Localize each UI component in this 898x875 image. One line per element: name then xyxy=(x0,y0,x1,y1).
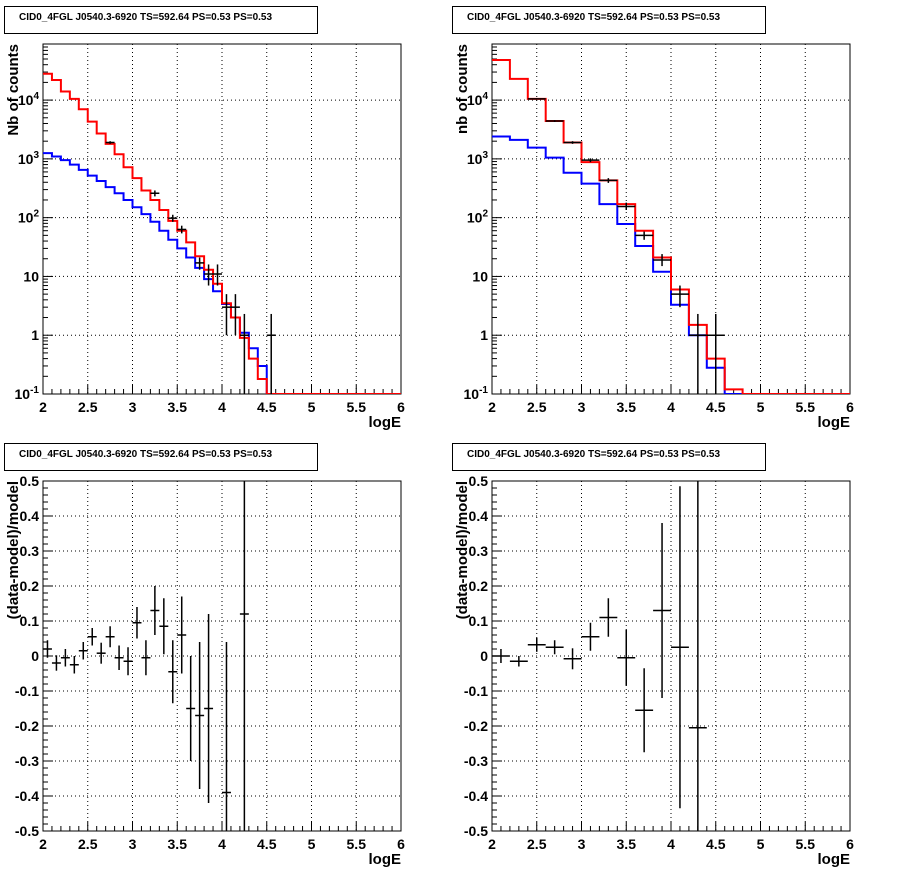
x-tick-label: 5 xyxy=(757,399,765,415)
y-tick-label: 1 xyxy=(480,327,488,343)
x-tick-label: 4 xyxy=(218,399,226,415)
y-tick-label: -0.5 xyxy=(464,823,488,839)
x-tick-label: 6 xyxy=(397,399,405,415)
y-tick-label: 0.3 xyxy=(469,543,489,559)
y-tick-label: 0.4 xyxy=(20,508,40,524)
x-tick-label: 4 xyxy=(667,836,675,852)
y-tick-label: 0.2 xyxy=(20,578,40,594)
y-tick-label: 102 xyxy=(467,209,489,226)
chart-panel-3: 2 2.5 3 3.5 4 4.5 5 5.5 6 -0.5 -0.4 -0.3 -0.2 -0.1 0 0.… xyxy=(454,473,854,868)
x-tick-label: 6 xyxy=(846,399,854,415)
x-tick-label: 5.5 xyxy=(347,399,367,415)
y-tick-label: 0.3 xyxy=(20,543,40,559)
y-tick-label: -0.5 xyxy=(15,823,39,839)
model-total-histogram xyxy=(492,59,850,394)
panel-title-top-right: CID0_4FGL J0540.3-6920 TS=592.64 PS=0.53… xyxy=(452,6,766,34)
panel-title-bottom-left: CID0_4FGL J0540.3-6920 TS=592.64 PS=0.53… xyxy=(4,443,318,471)
y-tick-label: -0.2 xyxy=(15,718,39,734)
chart-panel-0: 2 2.5 3 3.5 4 4.5 5 5.5 6 10-1 1 10 102 103 104 logE Nb … xyxy=(5,43,405,431)
x-tick-label: 2 xyxy=(488,836,496,852)
x-tick-label: 4 xyxy=(218,836,226,852)
plot-area xyxy=(43,481,249,831)
y-axis-label: (data-model)/model xyxy=(454,481,471,619)
x-tick-label: 5.5 xyxy=(796,399,816,415)
x-tick-label: 2.5 xyxy=(78,399,98,415)
y-tick-label: -0.2 xyxy=(464,718,488,734)
x-tick-label: 5.5 xyxy=(347,836,367,852)
x-tick-label: 5 xyxy=(308,836,316,852)
x-tick-label: 3 xyxy=(129,399,137,415)
y-tick-label: 103 xyxy=(18,150,40,167)
x-tick-label: 3.5 xyxy=(168,399,188,415)
y-tick-label: 0 xyxy=(480,648,488,664)
y-tick-label: 10-1 xyxy=(464,385,489,402)
y-tick-label: -0.3 xyxy=(15,753,39,769)
panel-title-top-left: CID0_4FGL J0540.3-6920 TS=592.64 PS=0.53… xyxy=(4,6,318,34)
x-tick-label: 4 xyxy=(667,399,675,415)
x-tick-label: 4.5 xyxy=(706,399,726,415)
plot-frame xyxy=(491,43,851,395)
y-tick-label: 1 xyxy=(31,327,39,343)
x-tick-label: 2.5 xyxy=(527,399,547,415)
y-tick-label: -0.4 xyxy=(15,788,39,804)
x-tick-label: 2 xyxy=(39,836,47,852)
x-tick-label: 4.5 xyxy=(706,836,726,852)
y-tick-label: -0.4 xyxy=(464,788,488,804)
y-tick-label: 0.1 xyxy=(469,613,489,629)
x-tick-label: 4.5 xyxy=(257,836,277,852)
x-tick-label: 6 xyxy=(397,836,405,852)
y-tick-label: 0 xyxy=(31,648,39,664)
chart-panel-1: 2 2.5 3 3.5 4 4.5 5 5.5 6 10-1 1 10 102 103 104 logE nb … xyxy=(454,43,854,431)
model-background-histogram xyxy=(43,152,401,394)
y-axis-label: (data-model)/model xyxy=(5,481,22,619)
x-tick-label: 2.5 xyxy=(527,836,547,852)
x-tick-label: 3 xyxy=(578,399,586,415)
x-tick-label: 5 xyxy=(757,836,765,852)
y-tick-label: 104 xyxy=(467,91,489,108)
x-tick-label: 2 xyxy=(39,399,47,415)
x-tick-label: 4.5 xyxy=(257,399,277,415)
x-tick-label: 2.5 xyxy=(78,836,98,852)
plot-area xyxy=(492,59,850,394)
y-tick-label: -0.1 xyxy=(15,683,39,699)
plot-frame xyxy=(42,480,402,832)
x-tick-label: 6 xyxy=(846,836,854,852)
plot-area xyxy=(492,481,707,831)
x-tick-label: 3.5 xyxy=(617,836,637,852)
y-tick-label: 0.2 xyxy=(469,578,489,594)
x-tick-label: 2 xyxy=(488,399,496,415)
y-axis-label: nb of counts xyxy=(454,44,471,134)
y-axis-label: Nb of counts xyxy=(5,44,22,136)
x-tick-label: 3 xyxy=(578,836,586,852)
model-background-histogram xyxy=(492,135,850,394)
y-tick-label: 10 xyxy=(472,268,488,284)
y-tick-label: 102 xyxy=(18,209,40,226)
plot-frame xyxy=(42,43,402,395)
x-tick-label: 3.5 xyxy=(617,399,637,415)
plot-area xyxy=(43,72,401,394)
model-total-histogram xyxy=(43,72,401,394)
y-tick-label: -0.3 xyxy=(464,753,488,769)
y-tick-label: 0.1 xyxy=(20,613,40,629)
x-tick-label: 5 xyxy=(308,399,316,415)
x-axis-label: logE xyxy=(818,414,851,431)
y-tick-label: 0.5 xyxy=(20,473,40,489)
panel-title-bottom-right: CID0_4FGL J0540.3-6920 TS=592.64 PS=0.53… xyxy=(452,443,766,471)
x-tick-label: 5.5 xyxy=(796,836,816,852)
x-tick-label: 3 xyxy=(129,836,137,852)
chart-panel-2: 2 2.5 3 3.5 4 4.5 5 5.5 6 -0.5 -0.4 -0.3 -0.2 -0.1 0 0.… xyxy=(5,473,405,868)
x-tick-label: 3.5 xyxy=(168,836,188,852)
y-tick-label: 0.5 xyxy=(469,473,489,489)
y-tick-label: -0.1 xyxy=(464,683,488,699)
y-tick-label: 103 xyxy=(467,150,489,167)
y-tick-label: 104 xyxy=(18,91,40,108)
x-axis-label: logE xyxy=(818,851,851,868)
x-axis-label: logE xyxy=(369,414,402,431)
y-tick-label: 0.4 xyxy=(469,508,489,524)
y-tick-label: 10-1 xyxy=(15,385,40,402)
y-tick-label: 10 xyxy=(23,268,39,284)
x-axis-label: logE xyxy=(369,851,402,868)
